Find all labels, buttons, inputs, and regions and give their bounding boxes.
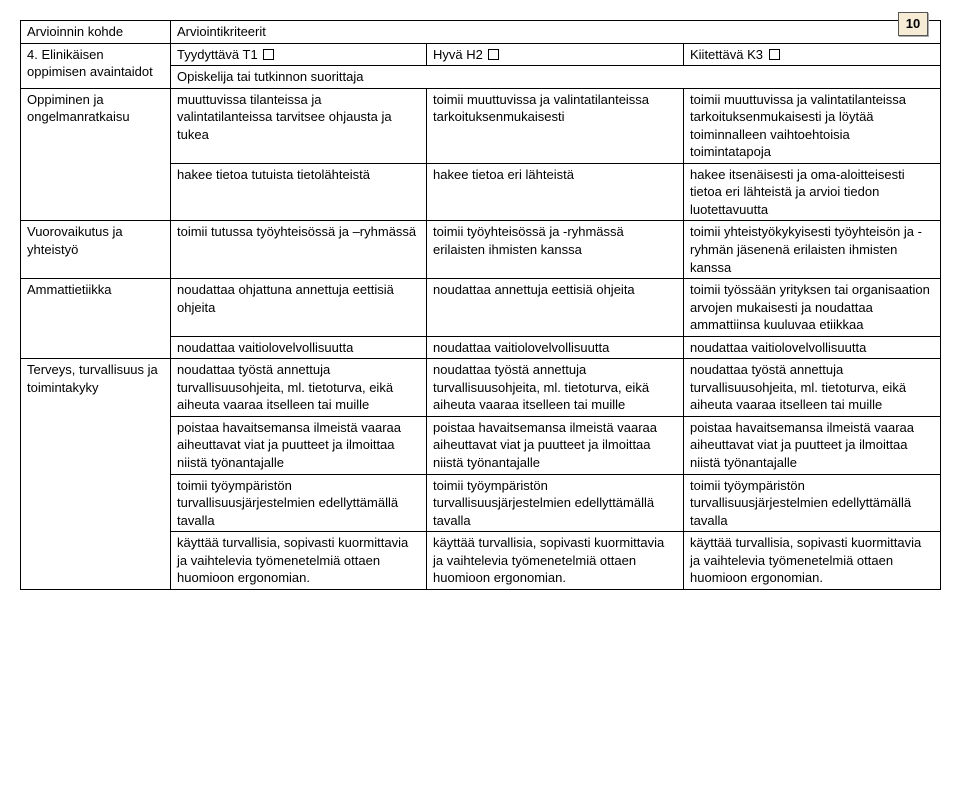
cell: toimii työympäristön turvallisuusjärjest… [171,474,427,532]
grade-k3: Kiitettävä K3 [684,43,941,66]
row-vuoro-label: Vuorovaikutus ja yhteistyö [21,221,171,279]
header-opiskelija: Opiskelija tai tutkinnon suorittaja [171,66,941,89]
header-criteria: Arviointikriteerit [171,21,941,44]
cell: käyttää turvallisia, sopivasti kuormitta… [684,532,941,590]
grade-h2-label: Hyvä H2 [433,47,483,62]
cell: toimii yhteistyökykyisesti työyhteisön j… [684,221,941,279]
cell: poistaa havaitsemansa ilmeistä vaaraa ai… [171,416,427,474]
checkbox-icon [488,49,499,60]
cell: toimii muuttuvissa ja valintatilanteissa… [427,88,684,163]
row-oppiminen-label: Oppiminen ja ongelmanratkaisu [21,88,171,221]
cell: hakee tietoa eri lähteistä [427,163,684,221]
cell: toimii työympäristön turvallisuusjärjest… [427,474,684,532]
cell: noudattaa vaitiolovelvollisuutta [684,336,941,359]
cell: toimii työssään yrityksen tai organisaat… [684,279,941,337]
row-etiikka-label: Ammattietiikka [21,279,171,359]
cell: poistaa havaitsemansa ilmeistä vaaraa ai… [684,416,941,474]
page-number: 10 [898,12,928,36]
cell: toimii työyhteisössä ja -ryhmässä erilai… [427,221,684,279]
header-target: Arvioinnin kohde [21,21,171,44]
cell: toimii työympäristön turvallisuusjärjest… [684,474,941,532]
cell: poistaa havaitsemansa ilmeistä vaaraa ai… [427,416,684,474]
cell: noudattaa vaitiolovelvollisuutta [171,336,427,359]
cell: muuttuvissa tilanteissa ja valintatilant… [171,88,427,163]
cell: noudattaa ohjattuna annettuja eettisiä o… [171,279,427,337]
grade-t1-label: Tyydyttävä T1 [177,47,258,62]
criteria-table: Arvioinnin kohde Arviointikriteerit 4. E… [20,20,941,590]
checkbox-icon [769,49,780,60]
header-avaintaidot: 4. Elinikäisen oppimisen avaintaidot [21,43,171,88]
cell: noudattaa työstä annettuja turvallisuuso… [171,359,427,417]
cell: käyttää turvallisia, sopivasti kuormitta… [427,532,684,590]
grade-t1: Tyydyttävä T1 [171,43,427,66]
cell: toimii muuttuvissa ja valintatilanteissa… [684,88,941,163]
row-terveys-label: Terveys, turvallisuus ja toimintakyky [21,359,171,590]
cell: toimii tutussa työyhteisössä ja –ryhmäss… [171,221,427,279]
cell: noudattaa annettuja eettisiä ohjeita [427,279,684,337]
cell: noudattaa työstä annettuja turvallisuuso… [427,359,684,417]
cell: noudattaa vaitiolovelvollisuutta [427,336,684,359]
cell: käyttää turvallisia, sopivasti kuormitta… [171,532,427,590]
cell: noudattaa työstä annettuja turvallisuuso… [684,359,941,417]
cell: hakee itsenäisesti ja oma-aloitteisesti … [684,163,941,221]
grade-h2: Hyvä H2 [427,43,684,66]
grade-k3-label: Kiitettävä K3 [690,47,763,62]
cell: hakee tietoa tutuista tietolähteistä [171,163,427,221]
checkbox-icon [263,49,274,60]
